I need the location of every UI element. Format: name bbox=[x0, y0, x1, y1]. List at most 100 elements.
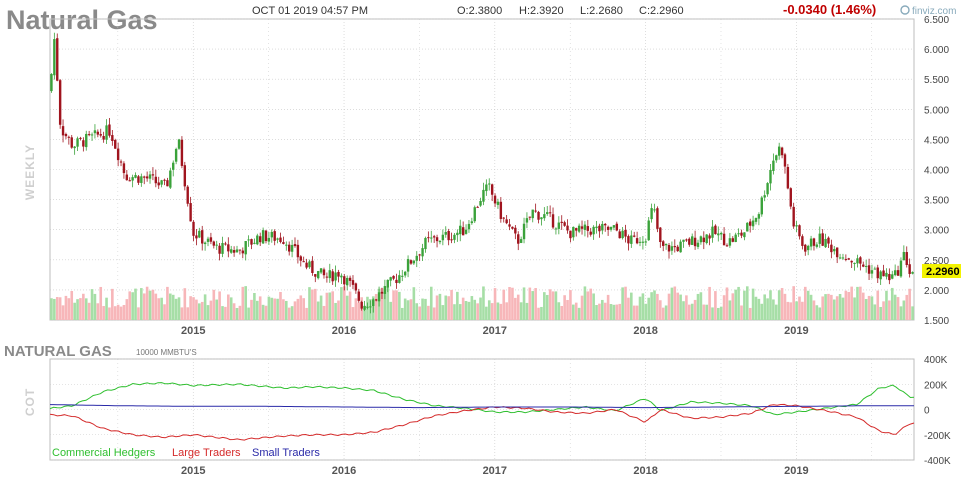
candle-body bbox=[763, 195, 766, 198]
candle-body bbox=[467, 223, 471, 230]
volume-bar bbox=[624, 286, 627, 320]
volume-bar bbox=[803, 286, 807, 320]
volume-bar bbox=[832, 299, 836, 320]
price-tick-label: 2.500 bbox=[924, 256, 949, 267]
volume-bar bbox=[55, 297, 59, 320]
price-x-tick-label: 2016 bbox=[332, 325, 356, 337]
volume-bar bbox=[50, 298, 53, 320]
volume-bar bbox=[137, 307, 140, 320]
candle-body bbox=[717, 233, 720, 236]
volume-bar bbox=[108, 307, 111, 320]
volume-bar bbox=[783, 293, 787, 320]
volume-bar bbox=[447, 296, 450, 320]
volume-bar bbox=[241, 286, 245, 320]
volume-bar bbox=[859, 286, 862, 320]
volume-bar bbox=[122, 304, 126, 320]
candle-body bbox=[232, 250, 236, 253]
volume-bar bbox=[470, 296, 474, 320]
volume-bar bbox=[911, 306, 914, 320]
candle-body bbox=[157, 182, 160, 186]
candle-body bbox=[186, 186, 189, 204]
commercial-hedgers-line bbox=[49, 382, 915, 416]
candle-body bbox=[99, 134, 102, 136]
candle-body bbox=[722, 233, 726, 246]
candle-body bbox=[757, 214, 761, 219]
cot-grid bbox=[50, 358, 914, 461]
candle-body bbox=[780, 147, 784, 156]
candle-body bbox=[899, 260, 903, 277]
volume-bar bbox=[908, 288, 911, 320]
candle-body bbox=[389, 277, 392, 281]
candle-body bbox=[412, 260, 416, 264]
volume-bar bbox=[690, 303, 694, 320]
volume-bar bbox=[737, 286, 740, 320]
volume-bar bbox=[525, 302, 529, 320]
candle-body bbox=[476, 206, 479, 208]
candle-body bbox=[154, 176, 158, 184]
candle-body bbox=[285, 244, 288, 246]
volume-bar bbox=[844, 290, 848, 320]
candle-body bbox=[809, 238, 813, 247]
volume-bar bbox=[885, 290, 888, 320]
volume-bar bbox=[627, 297, 630, 320]
candle-body bbox=[363, 305, 366, 310]
volume-bar bbox=[853, 297, 856, 320]
candle-body bbox=[270, 231, 273, 238]
candle-body bbox=[644, 241, 648, 243]
volume-bar bbox=[258, 296, 262, 320]
finviz-logo[interactable]: finviz.com bbox=[900, 5, 956, 17]
volume-bar bbox=[760, 303, 764, 320]
cot-legend: Commercial Hedgers Large Traders Small T… bbox=[52, 447, 320, 459]
candle-body bbox=[453, 234, 456, 240]
candle-body bbox=[61, 126, 65, 136]
volume-bar bbox=[383, 292, 387, 320]
volume-bar bbox=[212, 289, 216, 320]
volume-bar bbox=[282, 299, 285, 320]
candle-body bbox=[374, 299, 378, 301]
candle-body bbox=[134, 175, 137, 178]
candle-body bbox=[314, 274, 317, 277]
volume-bar bbox=[615, 304, 619, 320]
candle-body bbox=[835, 247, 839, 258]
candle-body bbox=[418, 254, 421, 256]
candle-body bbox=[441, 234, 445, 241]
candle-body bbox=[818, 233, 821, 244]
volume-bar bbox=[693, 299, 697, 320]
volume-bar bbox=[505, 302, 508, 320]
volume-bar bbox=[73, 302, 76, 320]
candle-body bbox=[766, 183, 769, 195]
candle-body bbox=[583, 224, 587, 230]
volume-bar bbox=[427, 305, 430, 320]
volume-bar bbox=[557, 302, 561, 320]
candle-body bbox=[728, 238, 732, 246]
volume-bar bbox=[58, 297, 62, 320]
candle-body bbox=[311, 260, 314, 273]
volume-bar bbox=[748, 307, 752, 320]
candle-body bbox=[505, 219, 508, 224]
candle-body bbox=[517, 234, 520, 244]
volume-bar bbox=[192, 297, 195, 320]
volume-bar bbox=[322, 305, 326, 320]
candle-body bbox=[302, 261, 305, 263]
volume-bar bbox=[53, 298, 56, 320]
candle-body bbox=[592, 226, 595, 235]
volume-bar bbox=[728, 300, 732, 320]
volume-bar bbox=[708, 286, 711, 320]
volume-bar bbox=[574, 302, 578, 320]
candle-body bbox=[662, 241, 665, 246]
candle-body bbox=[319, 268, 323, 273]
volume-bar bbox=[276, 298, 279, 320]
last-price-box bbox=[922, 264, 961, 278]
candle-body bbox=[519, 239, 523, 243]
volume-bar bbox=[145, 286, 149, 320]
candle-body bbox=[183, 165, 187, 187]
volume-bar bbox=[429, 286, 433, 320]
candle-body bbox=[821, 233, 824, 246]
candle-body bbox=[261, 230, 265, 244]
volume-bar bbox=[632, 305, 636, 320]
volume-bar bbox=[334, 302, 337, 320]
cot-x-tick-label: 2018 bbox=[633, 465, 657, 477]
volume-bar bbox=[302, 298, 305, 320]
candle-body bbox=[673, 246, 677, 248]
candle-body bbox=[357, 291, 360, 301]
